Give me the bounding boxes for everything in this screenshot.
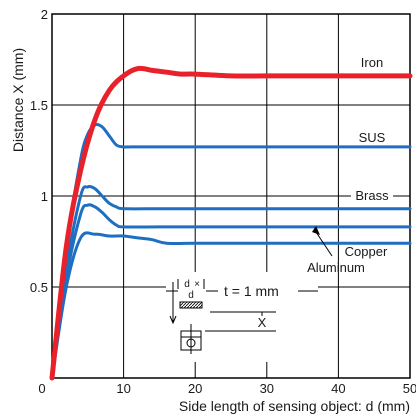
inset-label-x: X: [258, 315, 267, 330]
y-axis-title: Distance X (mm): [10, 48, 26, 152]
y-tick-label-1.5: 1.5: [30, 98, 48, 113]
x-tick-label-50: 50: [403, 381, 416, 396]
x-tick-label-40: 40: [331, 381, 345, 396]
aluminum-pointer-arrow: [312, 226, 320, 235]
series-label-iron: Iron: [361, 55, 383, 70]
series-label-aluminum: Aluminum: [307, 260, 365, 275]
inset-object-plate: [179, 301, 203, 309]
series-line-iron: [49, 65, 413, 381]
tick-labels: 0 10 20 30 40 50 0.5 1 1.5 2: [30, 7, 416, 396]
y-tick-label-2: 2: [41, 7, 48, 22]
series-label-copper: Copper: [345, 244, 388, 259]
series-group: [49, 65, 413, 381]
series-line-brass: [50, 184, 412, 380]
y-tick-label-0.5: 0.5: [30, 280, 48, 295]
x-tick-label-10: 10: [116, 381, 130, 396]
x-tick-label-30: 30: [260, 381, 274, 396]
series-label-sus: SUS: [359, 130, 386, 145]
inset-label-d1: d: [184, 279, 190, 290]
series-line-copper: [50, 203, 412, 380]
series-line-aluminum: [50, 231, 412, 380]
inset-diagram: d × d t = 1 mm X: [166, 272, 318, 362]
series-label-bg-brass: [351, 189, 393, 204]
y-tick-label-1: 1: [41, 189, 48, 204]
aluminum-pointer-line: [315, 231, 333, 257]
x-tick-label-0: 0: [38, 381, 45, 396]
x-tick-label-20: 20: [188, 381, 202, 396]
inset-label-d2: d: [188, 290, 194, 301]
x-axis-title: Side length of sensing object: d (mm): [179, 398, 410, 414]
inset-dim-arrow: [169, 315, 177, 325]
series-label-brass: Brass: [355, 188, 389, 203]
thickness-note: t = 1 mm: [224, 283, 279, 299]
inset-label-times: ×: [194, 279, 200, 290]
